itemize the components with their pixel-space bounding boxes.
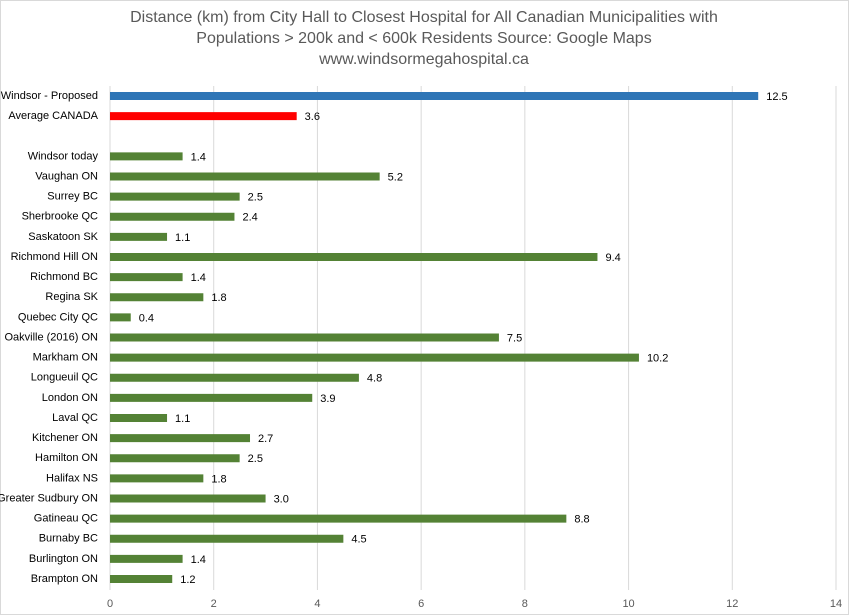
bar [110,494,266,503]
value-label: 1.1 [175,232,190,244]
y-tick-label: Burnaby BC [39,533,98,545]
x-tick-label: 10 [622,598,634,610]
value-label: 2.5 [248,453,263,465]
y-tick-label: Greater Sudbury ON [0,492,98,504]
value-label: 10.2 [647,353,668,365]
y-tick-label: Laval QC [52,412,98,424]
y-tick-label: Sherbrooke QC [22,211,98,223]
bar [110,192,240,201]
bar [110,575,173,583]
value-label: 1.4 [191,151,206,163]
y-tick-label: Longueuil QC [31,372,98,384]
bar [110,534,344,543]
value-label: 3.0 [274,493,289,505]
y-tick-label: Gatineau QC [34,513,98,525]
y-tick-label: Surrey BC [47,191,98,203]
bar [110,112,297,121]
y-tick-label: London ON [42,392,98,404]
y-tick-label: Brampton ON [31,573,98,585]
x-tick-label: 12 [726,598,738,610]
value-label: 1.4 [191,272,206,284]
y-tick-label: Markham ON [33,352,98,364]
value-label: 9.4 [605,252,620,264]
bar [110,172,380,181]
value-label: 1.4 [191,554,206,566]
bar [110,393,313,402]
value-label: 12.5 [766,91,787,103]
y-tick-label: Windsor today [28,150,99,162]
bar [110,293,204,302]
bar [110,152,183,161]
y-tick-label: Kitchener ON [32,432,98,444]
y-tick-label: Quebec City QC [18,311,98,323]
bar [110,474,204,483]
bar [110,333,499,342]
bar [110,212,235,221]
value-label: 1.8 [211,292,226,304]
value-label: 8.8 [574,514,589,526]
y-tick-label: Oakville (2016) ON [4,331,98,343]
x-tick-label: 8 [522,598,528,610]
bar [110,273,183,282]
y-tick-label: Vaughan ON [35,170,98,182]
bar [110,454,240,463]
bar [110,353,639,362]
y-tick-label: Saskatoon SK [28,231,98,243]
bar [110,514,567,523]
bar [110,253,598,261]
bar [110,434,251,443]
bar [110,414,168,422]
bar [110,92,759,100]
bar [110,554,183,563]
value-label: 3.6 [305,111,320,123]
y-tick-label: Halifax NS [46,472,98,484]
value-label: 4.5 [351,534,366,546]
x-tick-label: 0 [107,598,113,610]
y-tick-label: Richmond Hill ON [11,251,98,263]
value-label: 1.1 [175,413,190,425]
y-tick-label: Hamilton ON [35,452,98,464]
x-tick-label: 2 [211,598,217,610]
value-label: 2.7 [258,433,273,445]
value-label: 1.2 [180,574,195,586]
x-tick-label: 6 [418,598,424,610]
bar [110,232,168,241]
value-label: 3.9 [320,393,335,405]
chart-title: Distance (km) from City Hall to Closest … [130,9,718,26]
value-label: 7.5 [507,332,522,344]
chart-title: www.windsormegahospital.ca [318,51,529,68]
x-tick-label: 14 [830,598,842,610]
value-label: 0.4 [139,312,154,324]
value-label: 1.8 [211,473,226,485]
y-tick-label: Regina SK [45,291,98,303]
y-tick-label: Windsor - Proposed [1,90,98,102]
bar [110,313,131,322]
value-label: 5.2 [388,171,403,183]
value-label: 2.4 [242,212,257,224]
y-tick-label: Richmond BC [30,271,98,283]
x-tick-label: 4 [314,598,320,610]
value-label: 4.8 [367,373,382,385]
chart-title: Populations > 200k and < 600k Residents … [196,30,651,47]
bar [110,373,359,382]
y-tick-label: Burlington ON [29,553,98,565]
value-label: 2.5 [248,192,263,204]
y-tick-label: Average CANADA [8,110,98,122]
